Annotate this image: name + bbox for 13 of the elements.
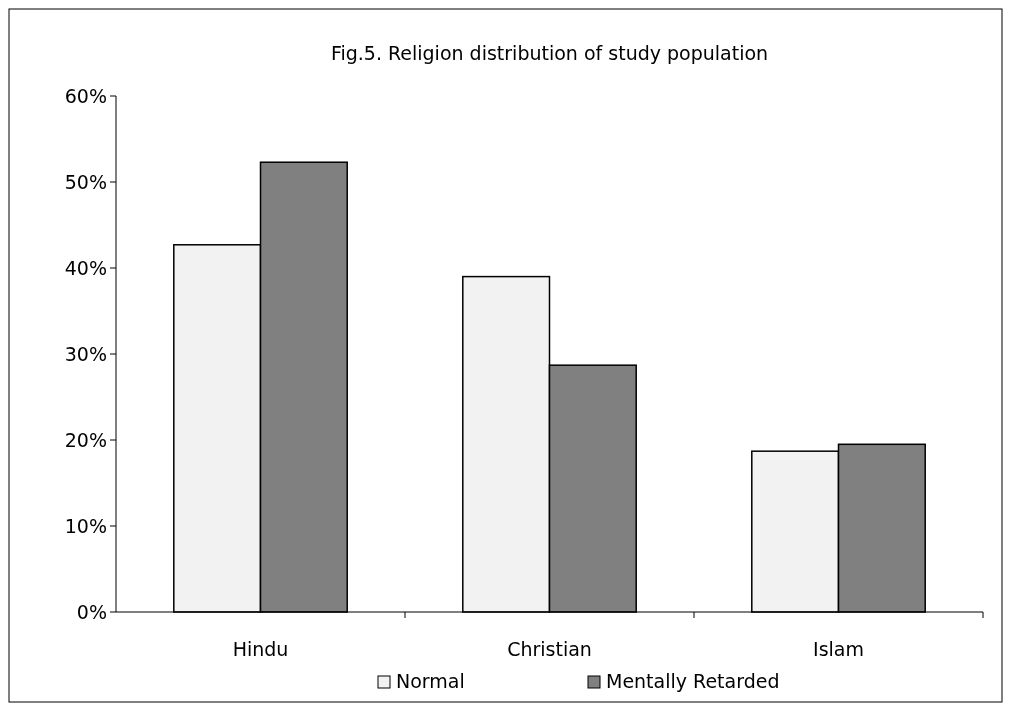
y-tick-label: 50%: [64, 170, 107, 193]
y-tick-label: 10%: [64, 514, 107, 537]
y-tick-label: 30%: [64, 342, 107, 365]
y-tick-label: 40%: [64, 256, 107, 279]
y-tick-label: 20%: [64, 428, 107, 451]
chart-title: Fig.5. Religion distribution of study population: [330, 42, 769, 64]
legend-label: Mentally Retarded: [606, 670, 780, 692]
x-tick-label: Christian: [507, 638, 592, 660]
legend-label: Normal: [396, 670, 465, 692]
x-tick-label: Islam: [813, 638, 864, 660]
y-tick-label: 60%: [64, 84, 107, 107]
x-tick-label: Hindu: [232, 638, 289, 660]
y-tick-label: 0%: [76, 600, 107, 623]
